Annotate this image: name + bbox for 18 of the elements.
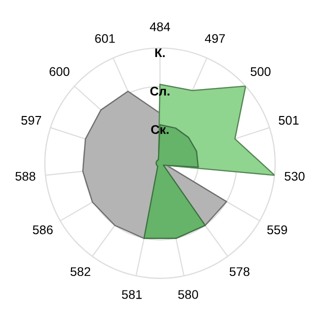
spoke-label: 578	[230, 267, 250, 276]
y-tick-label: К.	[155, 48, 165, 58]
spoke-label: 600	[50, 67, 70, 76]
spoke-label: 497	[204, 34, 225, 43]
spoke-label: 500	[250, 67, 271, 76]
spoke-label: 559	[267, 225, 288, 234]
spoke-label: 597	[21, 116, 42, 125]
y-tick-label: Ск.	[151, 125, 169, 134]
spoke-label: 601	[95, 34, 115, 43]
spoke-label: 588	[15, 172, 36, 181]
spoke-label: 581	[122, 290, 142, 299]
spoke-label: 501	[278, 116, 299, 125]
y-tick-label: Сл.	[150, 86, 170, 96]
spoke-label: 582	[70, 267, 90, 276]
spoke-label: 586	[32, 225, 53, 234]
spoke-label: 580	[178, 290, 198, 299]
spoke-label: 484	[150, 22, 170, 32]
spoke-label: 530	[284, 172, 305, 181]
